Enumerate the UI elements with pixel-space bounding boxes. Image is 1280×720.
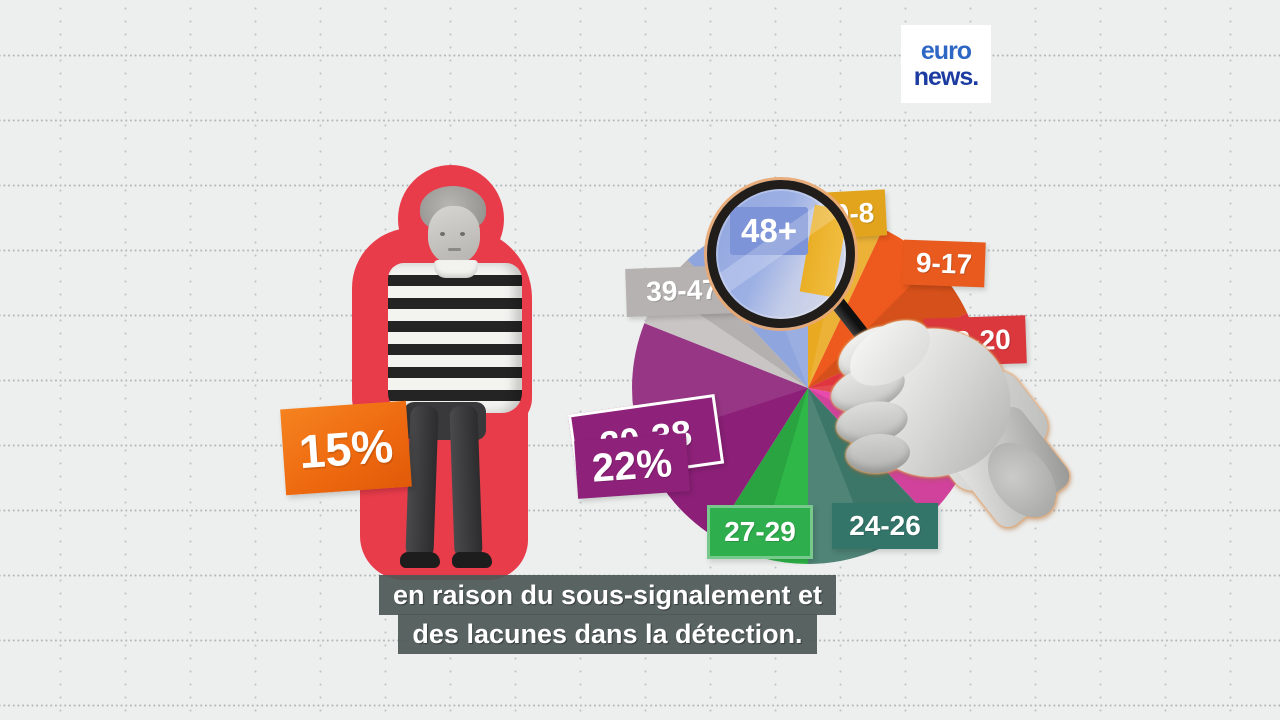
child-striped-shirt — [388, 263, 522, 413]
pie-label-24-26: 24-26 — [832, 503, 938, 549]
pie-label-27-29: 27-29 — [707, 505, 813, 559]
child-leg-right — [449, 405, 483, 559]
subtitle-block: en raison du sous-signalement et des lac… — [0, 575, 1215, 654]
logo-text-euro: euro — [920, 37, 972, 65]
child-shoe-right — [452, 552, 492, 568]
child-shoe-left — [400, 552, 440, 568]
child-stat-badge: 15% — [280, 400, 412, 496]
pie-value-22pct: 22% — [574, 433, 690, 499]
logo-text-news: news. — [913, 63, 979, 91]
child-eye-left — [440, 232, 445, 236]
child-face — [428, 206, 480, 264]
magnifying-glass-lens: 48+ — [707, 180, 855, 328]
euronews-logo: euro news. — [901, 25, 991, 103]
pie-label-18-20: 18-20 — [923, 315, 1027, 367]
child-stat-value: 15% — [297, 418, 395, 478]
child-shirt-collar — [434, 260, 478, 278]
subtitle-line-1: en raison du sous-signalement et — [378, 575, 837, 615]
child-eye-right — [460, 232, 465, 236]
pie-label-9-17: 9-17 — [902, 239, 986, 288]
child-mouth — [448, 248, 461, 251]
pie-label-48plus: 48+ — [730, 207, 808, 255]
subtitle-line-2: des lacunes dans la détection. — [398, 614, 817, 654]
